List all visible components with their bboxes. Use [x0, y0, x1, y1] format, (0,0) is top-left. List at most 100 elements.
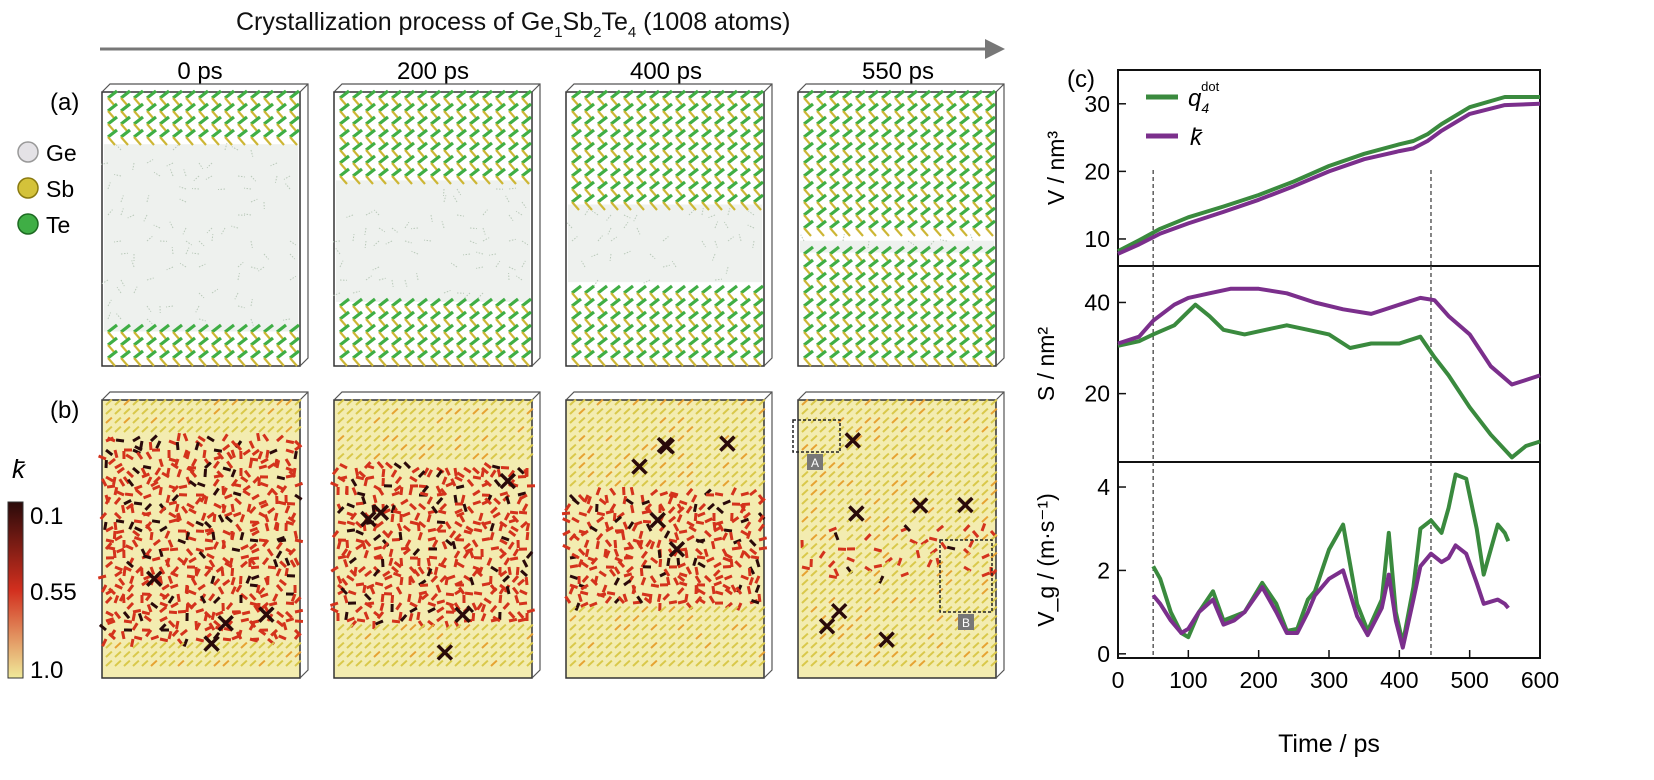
bond-disordered	[569, 564, 579, 569]
bond-te	[740, 128, 751, 139]
bond-amorphous	[244, 213, 252, 216]
bond-te	[146, 336, 157, 347]
bond-te	[263, 336, 274, 347]
bond-ordered	[882, 533, 890, 541]
bond-amorphous	[593, 279, 599, 287]
bond-te	[263, 323, 274, 334]
bond-ordered	[294, 407, 302, 415]
bond-ordered	[740, 614, 748, 622]
bond-ordered	[837, 425, 845, 433]
bond-te	[803, 219, 814, 230]
bond-te	[816, 349, 827, 360]
bond-ordered	[855, 479, 863, 487]
bond-ordered	[909, 542, 917, 550]
bond-disordered	[613, 577, 621, 586]
bond-disordered	[105, 448, 114, 457]
bond-ordered	[686, 416, 694, 424]
bond-te	[985, 258, 996, 269]
bond-te	[250, 336, 261, 347]
bond-ordered	[936, 425, 944, 433]
bond-ordered	[641, 650, 649, 658]
bond-disordered	[140, 467, 147, 476]
bond-disordered	[407, 593, 412, 603]
bond-ordered	[990, 425, 998, 433]
bond-te	[959, 336, 970, 347]
bond-te	[946, 180, 957, 191]
nucleus-cross	[372, 504, 390, 521]
bond-te	[146, 349, 157, 360]
nucleus-cross	[649, 511, 666, 529]
bond-te	[894, 245, 905, 256]
bond-sb	[829, 357, 838, 367]
bond-disordered	[212, 487, 220, 496]
bond-te	[185, 336, 196, 347]
bond-disordered	[515, 566, 520, 576]
bond-ordered	[578, 443, 586, 451]
bond-ordered	[873, 515, 881, 523]
bond-te	[946, 102, 957, 113]
bond-ordered	[837, 416, 845, 424]
bond-ordered	[828, 443, 836, 451]
bond-te	[881, 284, 892, 295]
bond-te	[571, 141, 582, 152]
bond-ordered	[801, 650, 809, 658]
bond-ordered	[909, 452, 917, 460]
bond-te	[662, 180, 673, 191]
bond-ordered	[945, 650, 953, 658]
bond-ordered	[686, 434, 694, 442]
bond-ordered	[659, 650, 667, 658]
bond-disordered	[114, 570, 123, 578]
bond-ordered	[596, 641, 604, 649]
bond-ordered	[240, 659, 248, 667]
bond-disordered	[146, 603, 153, 613]
bond-amorphous	[364, 240, 367, 249]
bond-sb	[289, 357, 298, 367]
bond-ordered	[927, 551, 935, 559]
bond-disordered	[105, 525, 114, 533]
bond-disordered	[222, 529, 231, 536]
bond-disordered	[99, 512, 108, 520]
bond-ordered	[758, 425, 766, 433]
bond-ordered	[499, 434, 507, 442]
bond-ordered	[267, 416, 275, 424]
bond-ordered	[963, 425, 971, 433]
bond-ordered	[578, 632, 586, 640]
bond-ordered	[918, 650, 926, 658]
bond-disordered	[190, 458, 198, 467]
bond-ordered	[749, 605, 757, 613]
bond-disordered	[466, 505, 475, 514]
bond-te	[597, 102, 608, 113]
bond-disordered	[667, 496, 674, 505]
bond-disordered	[391, 565, 400, 574]
bond-disordered	[331, 467, 340, 476]
bond-te	[753, 115, 764, 126]
bond-disordered	[427, 536, 437, 542]
bond-ordered	[499, 407, 507, 415]
bond-disordered	[714, 590, 724, 596]
bond-sb	[740, 357, 749, 367]
bond-sb	[688, 201, 697, 211]
bond-disordered	[478, 512, 484, 522]
bond-te	[946, 349, 957, 360]
bond-te	[701, 193, 712, 204]
bond-te	[727, 310, 738, 321]
bond-amorphous	[172, 144, 179, 151]
bond-ordered	[873, 551, 881, 559]
bond-te	[185, 323, 196, 334]
bond-amorphous	[623, 214, 631, 219]
bond-disordered	[402, 547, 411, 556]
bond-te	[417, 323, 428, 334]
bond-ordered	[364, 650, 372, 658]
bond-ordered	[267, 659, 275, 667]
bond-ordered	[828, 632, 836, 640]
subplot-frame-surface	[1117, 265, 1541, 463]
bond-disordered	[449, 530, 457, 539]
bond-disordered	[105, 538, 115, 544]
bond-ordered	[846, 587, 854, 595]
bond-ordered	[954, 560, 962, 568]
bond-te	[365, 297, 376, 308]
bond-te	[378, 310, 389, 321]
bond-ordered	[668, 623, 676, 631]
bond-te	[597, 349, 608, 360]
bond-ordered	[632, 605, 640, 613]
